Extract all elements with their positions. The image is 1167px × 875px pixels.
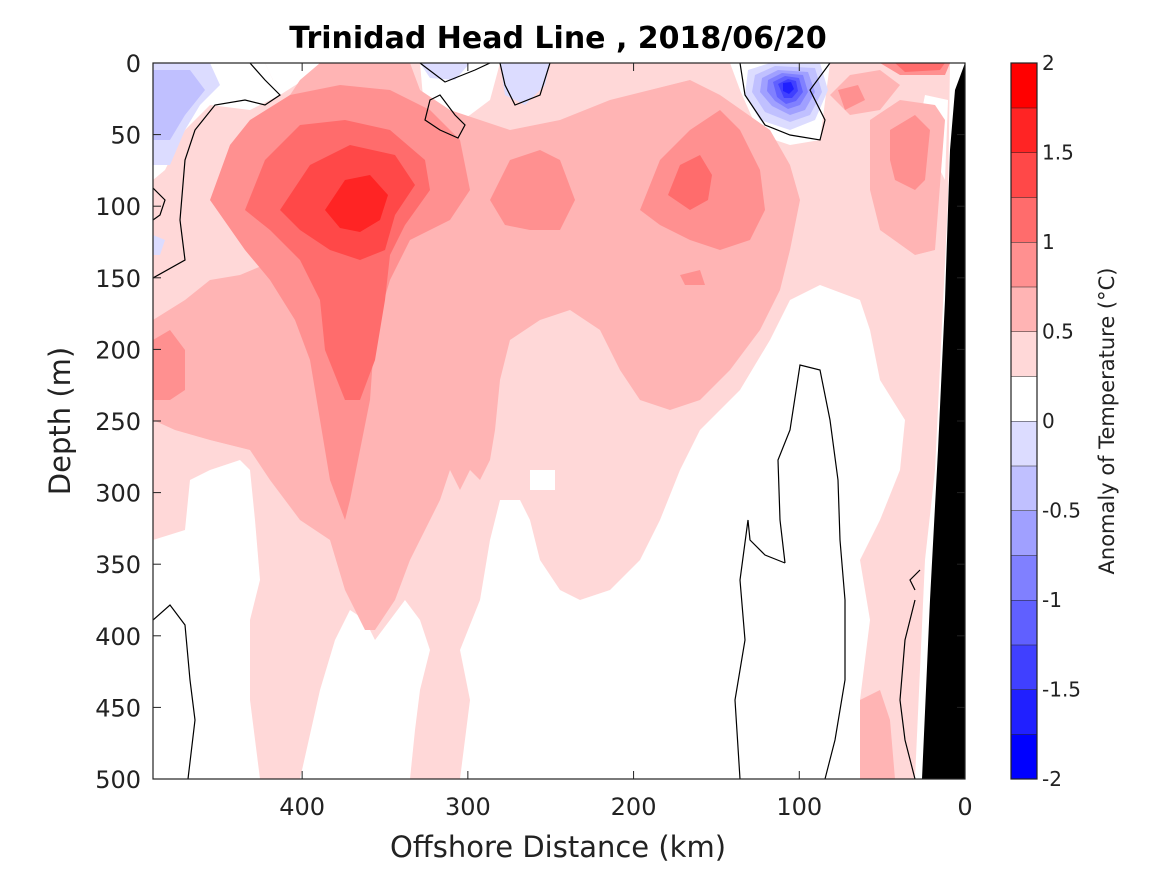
zero-contours (153, 63, 921, 779)
colorbar-tick-label: 0.5 (1042, 320, 1074, 344)
y-tick-label: 450 (95, 694, 141, 722)
anomaly-region-near-zero (730, 365, 850, 779)
x-axis-label: Offshore Distance (km) (390, 830, 726, 864)
anomaly-region-0.75 (890, 115, 930, 190)
colorbar-swatch (1011, 555, 1037, 600)
colorbar-swatch (1011, 465, 1037, 511)
y-tick-label: 200 (95, 336, 141, 364)
y-tick-label: 350 (95, 551, 141, 579)
anomaly-region-neg-1.75 (783, 82, 794, 94)
anomaly-region-near-zero (153, 595, 195, 779)
colorbar-tick-label: 0 (1042, 409, 1055, 433)
continental-shelf (922, 63, 965, 779)
anomaly-region-neg-0.25 (153, 235, 165, 255)
y-axis-label: Depth (m) (43, 347, 77, 495)
y-axis: 0 50 100 150 200 250 300 350 400 450 500 (95, 50, 965, 794)
anomaly-region-0.75 (680, 270, 705, 285)
anomaly-region-1.0 (895, 63, 945, 72)
colorbar-tick-label: -1.5 (1042, 678, 1081, 702)
x-tick-label: 100 (776, 793, 822, 821)
x-tick-label: 400 (279, 793, 325, 821)
colorbar-frame (1010, 62, 1038, 780)
zero-contour-line (734, 519, 786, 779)
zero-contour-line (153, 63, 281, 279)
anomaly-region-0.5 (153, 63, 800, 630)
y-tick-label: 0 (126, 50, 141, 78)
colorbar-swatch (1011, 152, 1037, 198)
x-tick-label: 200 (611, 793, 657, 821)
colorbar-tick-label: 1.5 (1042, 141, 1074, 165)
y-tick-label: 150 (95, 265, 141, 293)
zero-contour-line (777, 364, 846, 779)
colorbar-swatch (1011, 242, 1037, 287)
colorbar-tick-label: 1 (1042, 230, 1055, 254)
anomaly-region-0.75 (490, 150, 575, 230)
anomaly-region-1.0 (668, 155, 712, 210)
zero-contour-line (153, 187, 166, 221)
colorbar-tick-label: -0.5 (1042, 499, 1081, 523)
y-tick-label: 100 (95, 193, 141, 221)
x-tick-label: 300 (445, 793, 491, 821)
colorbar-swatch (1011, 689, 1037, 735)
colorbar-label: Anomaly of Temperature (°C) (1095, 268, 1119, 575)
zero-contour-line (419, 63, 491, 83)
zero-contour-line (899, 599, 916, 779)
x-tick-label: 0 (957, 793, 972, 821)
zero-contour-line (909, 569, 921, 591)
colorbar-swatch (1011, 331, 1037, 377)
colorbar-swatch (1011, 600, 1037, 645)
plot-area (153, 63, 965, 779)
anomaly-region-0.75 (838, 85, 865, 110)
colorbar-tick-label: 2 (1042, 51, 1055, 75)
zero-contour-line (499, 63, 551, 106)
colorbar-swatch (1011, 197, 1037, 242)
anomaly-region-neg-0.25 (500, 63, 550, 105)
anomaly-region-0.5 (860, 690, 895, 779)
anomaly-region-0.75 (153, 330, 185, 400)
y-tick-label: 50 (110, 122, 141, 150)
colorbar-tick-label: -2 (1042, 767, 1062, 791)
colorbar-swatch (1011, 63, 1037, 108)
colorbar-swatch (1011, 376, 1037, 421)
colorbar-swatch (1011, 510, 1037, 556)
y-tick-label: 250 (95, 408, 141, 436)
anomaly-region-neg-0.25 (420, 63, 470, 80)
y-tick-label: 300 (95, 480, 141, 508)
x-axis: 400 300 200 100 0 (279, 63, 973, 821)
colorbar-swatch (1011, 644, 1037, 690)
zero-contour-line (739, 63, 831, 141)
anomaly-region-neg-0.5 (153, 70, 205, 140)
anomaly-region-1.5 (325, 175, 388, 232)
anomaly-region-near-zero (530, 470, 555, 490)
colorbar-swatch (1011, 286, 1037, 332)
y-tick-label: 500 (95, 766, 141, 794)
colorbar: 2 1.5 1 0.5 0 -0.5 -1 -1.5 -2 (1010, 51, 1081, 791)
colorbar-swatch (1011, 107, 1037, 153)
y-tick-label: 400 (95, 623, 141, 651)
chart-title: Trinidad Head Line , 2018/06/20 (289, 21, 826, 56)
colorbar-tick-label: -1 (1042, 588, 1062, 612)
zero-contour-line (153, 604, 196, 779)
colorbar-swatch (1011, 734, 1037, 779)
zero-contour-line (424, 94, 466, 139)
colorbar-swatch (1011, 421, 1037, 466)
